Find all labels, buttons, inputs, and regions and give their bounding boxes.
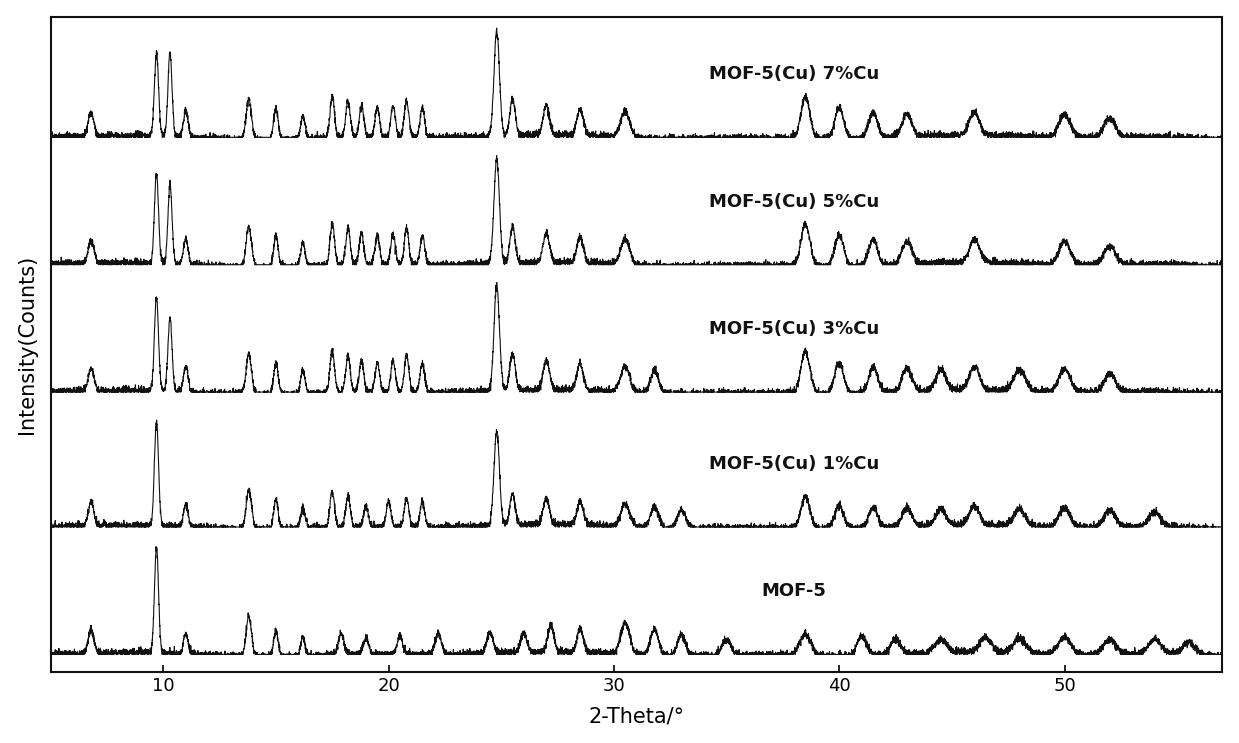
Y-axis label: Intensity(Counts): Intensity(Counts) xyxy=(16,255,37,434)
Text: MOF-5(Cu) 7%Cu: MOF-5(Cu) 7%Cu xyxy=(709,65,880,83)
Text: MOF-5(Cu) 1%Cu: MOF-5(Cu) 1%Cu xyxy=(709,455,880,473)
Text: MOF-5(Cu) 3%Cu: MOF-5(Cu) 3%Cu xyxy=(709,320,880,338)
Text: MOF-5: MOF-5 xyxy=(762,583,826,600)
X-axis label: 2-Theta/°: 2-Theta/° xyxy=(589,707,684,727)
Text: MOF-5(Cu) 5%Cu: MOF-5(Cu) 5%Cu xyxy=(709,192,880,211)
